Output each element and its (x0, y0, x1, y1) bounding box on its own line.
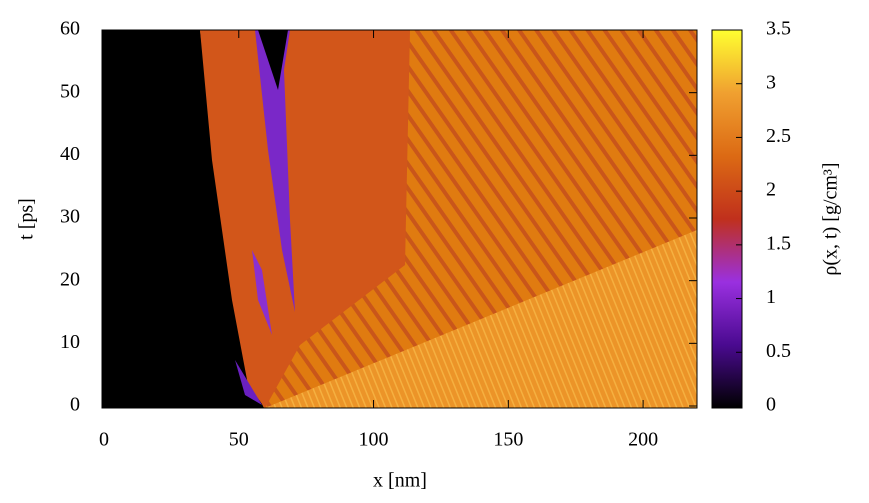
x-tick-label: 150 (493, 429, 523, 451)
heatmap-region (200, 30, 410, 408)
colorbar-tick-label: 2.5 (766, 125, 791, 147)
heatmap-region (252, 250, 272, 335)
y-tick-label: 60 (60, 18, 80, 40)
heatmap-region (255, 30, 295, 312)
colorbar (711, 29, 743, 409)
colorbar-tick-label: 1.5 (766, 232, 791, 254)
heatmap-region (258, 30, 288, 90)
x-axis-label: x [nm] (373, 470, 427, 492)
y-tick-label: 0 (70, 394, 80, 416)
x-tick-label: 100 (359, 429, 389, 451)
heatmap-region (102, 30, 264, 408)
heatmap-region (235, 360, 262, 405)
x-tick-label: 50 (229, 429, 249, 451)
colorbar-label: ρ(x, t) [g/cm³] (820, 162, 842, 275)
y-tick-label: 40 (60, 143, 80, 165)
y-tick-label: 30 (60, 206, 80, 228)
y-tick-label: 20 (60, 268, 80, 290)
colorbar-tick-label: 0 (766, 394, 776, 416)
y-axis-label: t [ps] (16, 198, 38, 240)
colorbar-tick-label: 0.5 (766, 340, 791, 362)
heatmap-region (265, 230, 697, 408)
colorbar-tick-label: 3 (766, 71, 776, 93)
colorbar-tick-label: 3.5 (766, 18, 791, 40)
y-tick-label: 50 (60, 80, 80, 102)
colorbar-tick-label: 2 (766, 179, 776, 201)
colorbar-tick-label: 1 (766, 286, 776, 308)
heatmap (102, 30, 697, 408)
y-tick-label: 10 (60, 331, 80, 353)
x-tick-label: 200 (628, 429, 658, 451)
plot-frame (101, 29, 698, 409)
x-tick-label: 0 (99, 429, 109, 451)
